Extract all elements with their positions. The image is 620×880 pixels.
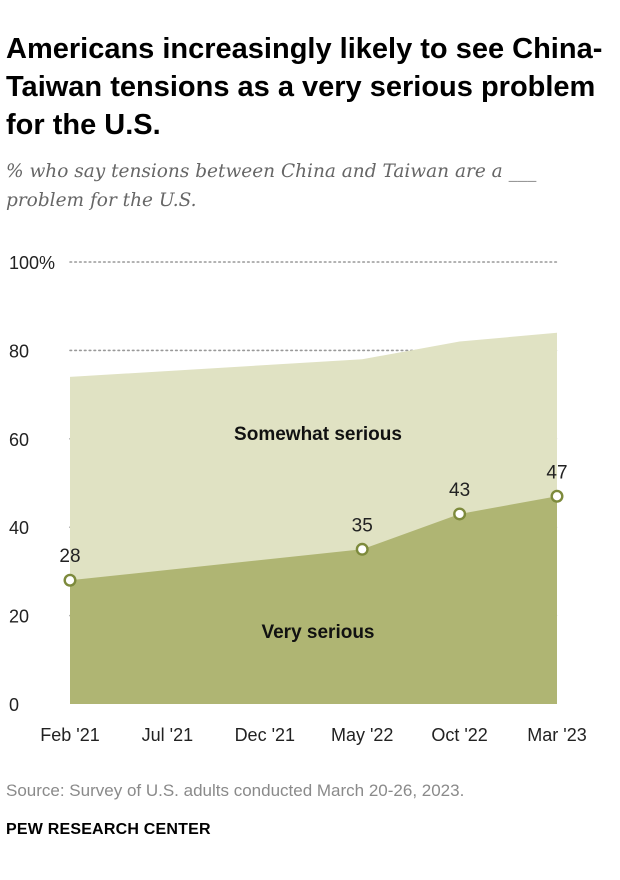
y-tick-label: 0 bbox=[9, 695, 19, 715]
data-point-marker bbox=[550, 489, 564, 503]
x-tick-label: Feb '21 bbox=[40, 725, 99, 745]
area-very-serious bbox=[70, 496, 557, 704]
x-tick-label: Dec '21 bbox=[235, 725, 295, 745]
y-tick-label: 20 bbox=[9, 607, 29, 627]
y-tick-label: 100% bbox=[9, 253, 55, 273]
data-point-marker bbox=[355, 542, 369, 556]
x-tick-label: May '22 bbox=[331, 725, 393, 745]
y-tick-label: 80 bbox=[9, 341, 29, 361]
series-label-very-serious: Very serious bbox=[261, 622, 374, 643]
chart-subtitle: % who say tensions between China and Tai… bbox=[6, 161, 537, 211]
data-point-marker bbox=[453, 507, 467, 521]
x-tick-label: Jul '21 bbox=[142, 725, 193, 745]
data-label: 47 bbox=[546, 462, 567, 483]
chart-title: Americans increasingly likely to see Chi… bbox=[6, 33, 603, 141]
data-point-marker bbox=[63, 573, 77, 587]
brand-logo-text: PEW RESEARCH CENTER bbox=[6, 821, 211, 838]
data-label: 43 bbox=[449, 480, 470, 501]
data-label: 28 bbox=[59, 546, 80, 567]
x-tick-label: Oct '22 bbox=[431, 725, 487, 745]
y-tick-label: 40 bbox=[9, 518, 29, 538]
x-tick-label: Mar '23 bbox=[527, 725, 586, 745]
source-note: Source: Survey of U.S. adults conducted … bbox=[6, 781, 465, 800]
y-tick-label: 60 bbox=[9, 430, 29, 450]
series-label-somewhat-serious: Somewhat serious bbox=[234, 424, 402, 445]
data-label: 35 bbox=[352, 515, 373, 536]
